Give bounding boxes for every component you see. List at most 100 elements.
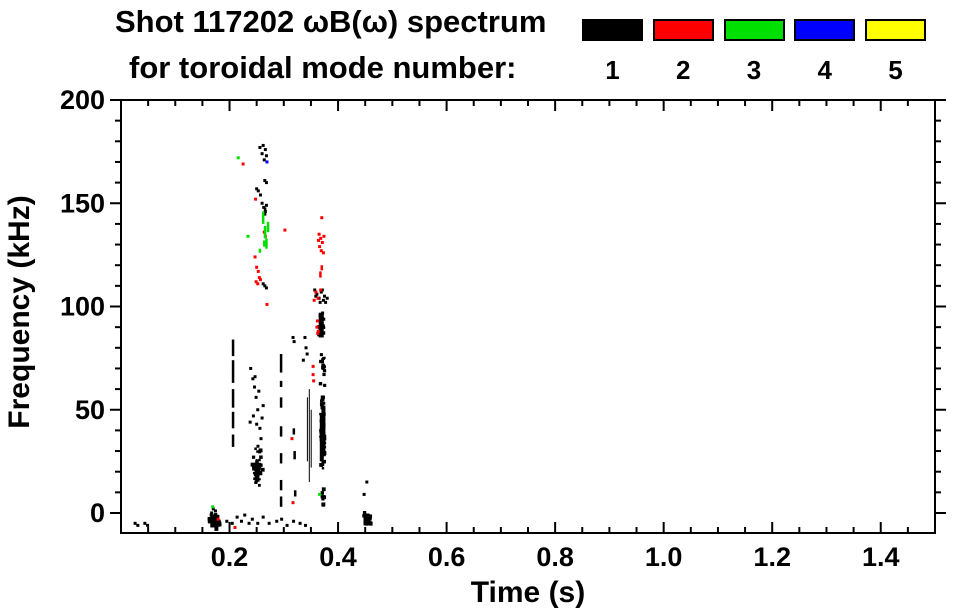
data-point-n1 xyxy=(257,483,261,487)
data-point-n1 xyxy=(323,408,326,411)
data-point-n1 xyxy=(239,519,243,523)
data-point-n1 xyxy=(319,435,322,438)
data-point-n1 xyxy=(214,526,219,531)
data-point-n1 xyxy=(254,474,259,479)
data-point-n1 xyxy=(280,517,284,521)
data-point-n2 xyxy=(258,278,262,282)
data-point-n1 xyxy=(322,417,326,420)
data-point-n2 xyxy=(315,319,319,323)
data-point-n2 xyxy=(311,364,315,368)
data-point-n1 xyxy=(321,324,325,329)
x-tick-label: 1.2 xyxy=(753,542,791,572)
data-point-n1 xyxy=(319,402,324,407)
data-point-n1 xyxy=(248,420,252,424)
data-point-n3 xyxy=(318,492,322,496)
data-point-n2 xyxy=(320,216,324,220)
legend: 1 2 3 4 5 xyxy=(0,0,963,95)
data-point-n1 xyxy=(291,335,295,339)
data-segment-n1 xyxy=(279,380,283,388)
legend-label-3: 3 xyxy=(746,55,762,85)
data-point-n1 xyxy=(322,453,326,457)
data-point-n1 xyxy=(319,331,324,336)
data-point-n1 xyxy=(314,294,318,298)
data-point-n2 xyxy=(317,232,321,236)
data-point-n1 xyxy=(366,519,370,523)
data-point-n2 xyxy=(253,255,257,259)
data-point-n1 xyxy=(136,523,140,527)
legend-label-5: 5 xyxy=(888,55,903,85)
data-point-n1 xyxy=(323,435,326,438)
data-segment-n1 xyxy=(231,434,235,447)
y-tick-label: 50 xyxy=(75,395,105,425)
data-point-n1 xyxy=(364,516,368,520)
data-point-n2 xyxy=(316,331,320,335)
data-point-n1 xyxy=(263,210,267,214)
data-point-n2 xyxy=(316,296,320,300)
data-point-n1 xyxy=(322,432,326,435)
data-point-n1 xyxy=(258,450,262,454)
data-point-n1 xyxy=(260,467,265,472)
data-point-n1 xyxy=(257,466,261,470)
y-tick-label: 100 xyxy=(60,292,105,322)
data-point-n1 xyxy=(211,507,215,511)
data-point-n1 xyxy=(255,459,258,462)
legend-label-1: 1 xyxy=(605,55,620,85)
data-segment-n1 xyxy=(292,428,296,435)
data-point-n3 xyxy=(236,156,240,160)
data-point-n2 xyxy=(216,517,220,521)
data-point-n1 xyxy=(251,377,255,381)
legend-label-2: 2 xyxy=(676,55,691,85)
data-point-n1 xyxy=(258,463,261,467)
data-point-n1 xyxy=(247,521,251,525)
data-point-n1 xyxy=(323,441,327,445)
data-point-n2 xyxy=(319,288,323,292)
data-point-n1 xyxy=(250,462,255,467)
data-point-n1 xyxy=(320,422,324,426)
y-tick-label: 150 xyxy=(60,188,105,218)
data-point-n1 xyxy=(321,463,325,467)
data-point-n1 xyxy=(143,521,147,525)
x-tick-label: 1.0 xyxy=(645,542,683,572)
data-point-n1 xyxy=(261,404,265,408)
data-point-n1 xyxy=(320,316,324,320)
data-point-n1 xyxy=(235,515,239,519)
data-point-n1 xyxy=(365,516,370,521)
data-point-n1 xyxy=(255,422,259,426)
data-point-n1 xyxy=(315,292,319,296)
legend-label-4: 4 xyxy=(817,55,832,85)
data-segment-n1 xyxy=(306,397,308,462)
data-point-n1 xyxy=(320,397,325,402)
data-point-n1 xyxy=(254,395,258,399)
data-segment-n3 xyxy=(258,248,262,253)
data-point-n1 xyxy=(322,372,326,377)
data-point-n1 xyxy=(252,462,256,466)
data-point-n1 xyxy=(258,426,262,430)
data-point-n2 xyxy=(317,238,321,242)
data-point-n1 xyxy=(362,514,366,518)
data-point-n1 xyxy=(320,405,325,410)
data-point-n1 xyxy=(256,444,260,448)
data-point-n1 xyxy=(254,465,257,468)
data-point-n1 xyxy=(320,322,323,325)
data-point-n1 xyxy=(259,455,263,459)
data-segment-n1 xyxy=(279,479,283,491)
data-point-n2 xyxy=(315,325,319,329)
data-point-n1 xyxy=(250,517,254,521)
data-point-n1 xyxy=(260,416,264,420)
y-tick-label: 0 xyxy=(90,498,105,528)
data-point-n1 xyxy=(322,450,327,455)
data-point-n1 xyxy=(318,313,323,318)
data-point-n1 xyxy=(319,329,323,333)
data-point-n1 xyxy=(210,523,215,528)
data-point-n1 xyxy=(321,413,325,417)
data-point-n1 xyxy=(320,491,325,495)
data-point-n1 xyxy=(321,447,325,451)
data-point-n1 xyxy=(319,359,323,364)
data-point-n2 xyxy=(321,251,325,255)
data-point-n1 xyxy=(320,448,325,453)
data-point-n1 xyxy=(275,519,279,523)
data-point-n1 xyxy=(217,523,221,527)
data-point-n2 xyxy=(290,437,294,441)
data-point-n1 xyxy=(261,515,265,519)
